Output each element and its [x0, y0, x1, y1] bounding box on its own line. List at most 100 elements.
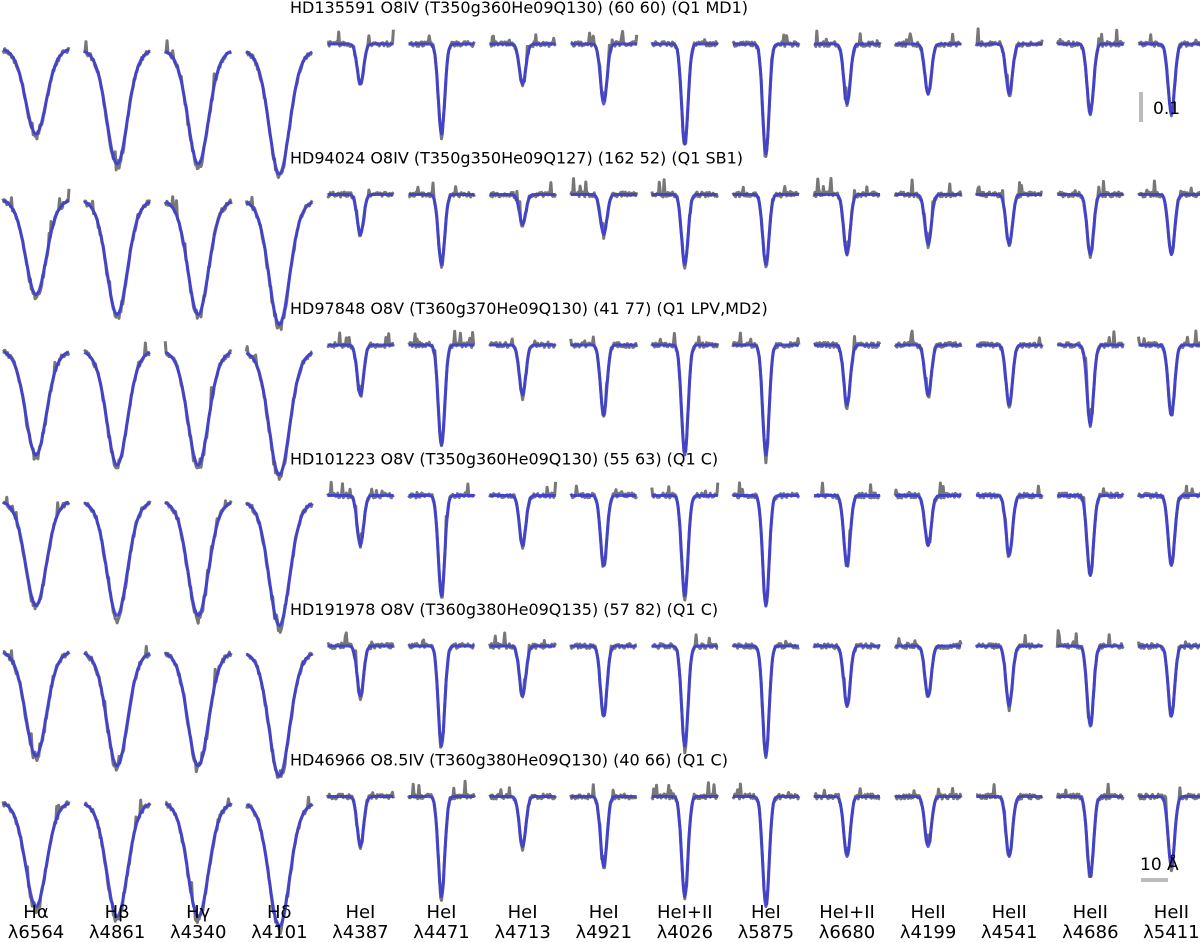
model-spectrum	[489, 494, 557, 547]
model-spectrum	[732, 644, 800, 758]
line-panel	[1, 800, 71, 915]
observed-spectrum	[731, 33, 801, 158]
model-spectrum	[489, 644, 557, 698]
line-panel	[813, 481, 881, 568]
line-species-label: HeI+II	[819, 902, 875, 923]
line-species-label: Hγ	[186, 902, 211, 923]
model-spectrum	[245, 652, 314, 778]
observed-spectrum	[407, 34, 476, 141]
line-panel	[164, 797, 233, 924]
line-panel	[975, 484, 1044, 559]
line-wavelength-label: λ4541	[981, 922, 1037, 942]
star-title: HD101223 O8V (T350g360He09Q130) (55 63) …	[290, 450, 718, 469]
line-species-label: HeII	[910, 902, 945, 923]
model-spectrum	[1056, 795, 1124, 878]
model-spectrum	[975, 42, 1043, 96]
line-panel	[83, 341, 151, 470]
line-panel	[812, 177, 881, 257]
observed-spectrum	[1055, 782, 1125, 878]
observed-spectrum	[731, 481, 801, 608]
line-panel	[731, 331, 801, 465]
model-spectrum	[975, 644, 1043, 708]
model-spectrum	[570, 494, 638, 567]
line-panel	[1, 348, 71, 461]
line-panel	[1137, 179, 1200, 257]
line-species-label: HeII	[1073, 902, 1108, 923]
model-spectrum	[83, 49, 151, 166]
model-spectrum	[570, 343, 638, 417]
line-panel	[407, 181, 476, 269]
observed-spectrum	[650, 38, 720, 146]
line-panel	[1, 46, 71, 141]
line-panel	[731, 185, 800, 269]
model-spectrum	[326, 193, 394, 236]
line-labels: Hαλ6564Hβλ4861Hγλ4340Hδλ4101HeIλ4387HeIλ…	[8, 902, 1200, 942]
line-panel	[244, 345, 314, 481]
line-panel	[812, 335, 882, 411]
model-spectrum	[245, 50, 314, 176]
observed-spectrum	[1, 348, 71, 461]
line-panel	[731, 639, 800, 760]
model-spectrum	[651, 494, 719, 597]
model-spectrum	[407, 42, 476, 136]
line-panel	[893, 481, 963, 547]
observed-spectrum	[731, 782, 801, 906]
line-species-label: HeI	[345, 902, 375, 923]
line-panel	[570, 29, 639, 106]
observed-spectrum	[163, 499, 233, 625]
line-panel	[325, 790, 395, 851]
line-wavelength-label: λ4686	[1062, 922, 1118, 942]
observed-spectrum	[812, 642, 881, 709]
line-panel	[488, 33, 557, 88]
observed-spectrum	[1, 188, 71, 301]
model-spectrum	[407, 193, 476, 266]
model-spectrum	[651, 795, 719, 898]
line-wavelength-label: λ4921	[575, 922, 631, 942]
observed-spectrum	[974, 27, 1044, 98]
line-panel	[650, 633, 719, 755]
line-panel	[407, 329, 476, 448]
model-spectrum	[1137, 42, 1200, 116]
observed-spectrum	[813, 787, 881, 856]
model-spectrum	[489, 795, 557, 848]
observed-spectrum	[326, 631, 395, 702]
line-panel	[893, 787, 963, 848]
line-panel	[245, 795, 314, 936]
star-title: HD97848 O8V (T360g370He09Q130) (41 77) (…	[290, 299, 768, 318]
model-spectrum	[489, 42, 557, 86]
model-spectrum	[894, 644, 962, 698]
line-panel	[813, 29, 882, 107]
line-species-label: HeII	[1154, 902, 1189, 923]
model-spectrum	[83, 200, 151, 316]
line-panel	[83, 798, 152, 923]
model-spectrum	[2, 500, 70, 607]
model-spectrum	[1056, 343, 1124, 427]
observed-spectrum	[326, 188, 395, 238]
model-spectrum	[570, 644, 638, 718]
model-spectrum	[407, 795, 476, 898]
model-spectrum	[894, 42, 962, 96]
model-spectrum	[975, 494, 1043, 557]
observed-spectrum	[812, 177, 881, 257]
model-spectrum	[813, 193, 881, 256]
line-wavelength-label: λ4340	[170, 922, 226, 942]
line-panel	[1136, 329, 1200, 417]
line-panel	[650, 781, 720, 901]
model-spectrum	[1137, 644, 1200, 718]
observed-spectrum	[731, 639, 800, 760]
observed-spectrum	[407, 638, 476, 749]
line-panel	[244, 195, 314, 331]
line-species-label: HeI+II	[657, 902, 713, 923]
observed-spectrum	[650, 781, 720, 901]
model-spectrum	[1137, 494, 1200, 567]
line-panel	[569, 783, 638, 870]
observed-spectrum	[650, 482, 720, 602]
line-panel	[82, 199, 152, 320]
line-panel	[974, 633, 1044, 713]
model-spectrum	[1137, 193, 1200, 256]
model-spectrum	[2, 350, 70, 457]
line-panel	[163, 341, 233, 470]
line-panel	[1056, 179, 1125, 259]
observed-spectrum	[488, 631, 557, 699]
